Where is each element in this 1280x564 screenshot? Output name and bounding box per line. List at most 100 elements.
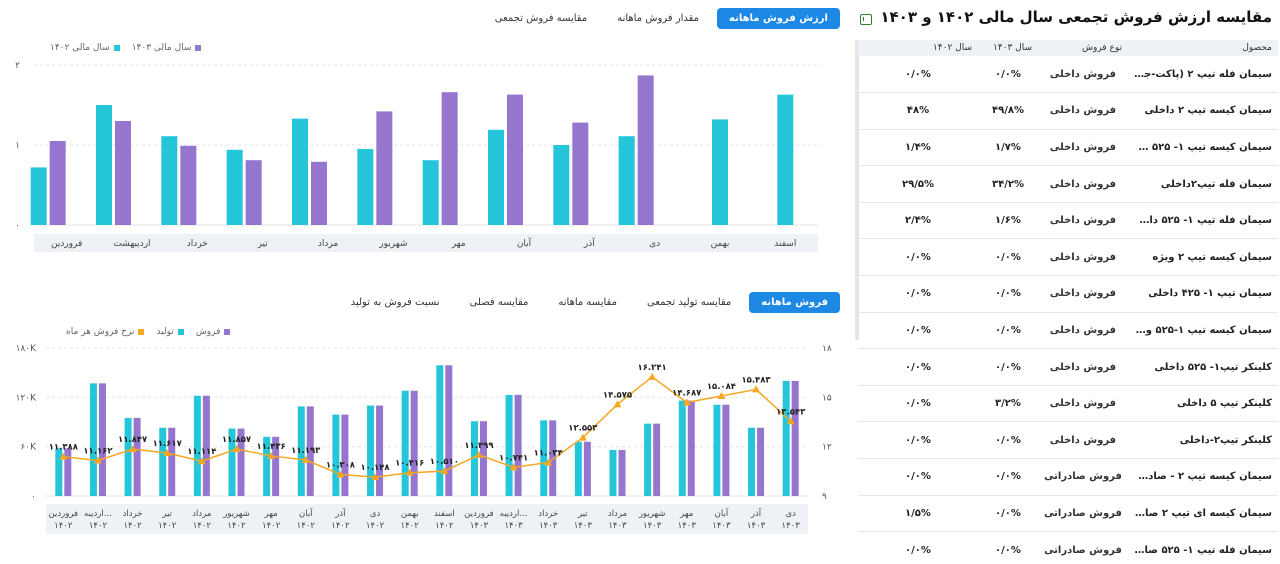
year-1402-cell: ۰/۰% bbox=[858, 458, 978, 496]
column-header[interactable]: سال ۱۴۰۳ bbox=[978, 40, 1038, 56]
top-tab-0[interactable]: ارزش فروش ماهانه bbox=[717, 8, 840, 29]
chart1-legend: سال مالی ۱۴۰۳ سال مالی ۱۴۰۲ bbox=[50, 43, 202, 53]
bar-production bbox=[124, 417, 132, 496]
bar-sales bbox=[306, 406, 314, 496]
table-row[interactable]: سیمان تیپ ۱- ۴۲۵ داخلی فروش داخلی ۰/۰% ۰/۰% bbox=[858, 275, 1278, 313]
x-tick-label: آذر bbox=[583, 237, 595, 249]
table-row[interactable]: سیمان کیسه تیپ ۲ ویژه فروش داخلی ۰/۰% ۰/۰% bbox=[858, 238, 1278, 277]
y-tick-label: ۰ bbox=[15, 221, 20, 231]
rate-data-label: ۱۶.۲۴۱ bbox=[638, 363, 667, 373]
bar-sales bbox=[445, 365, 453, 496]
table-row[interactable]: سیمان کیسه تیپ ۲ داخلی فروش داخلی ۴۹/۸% ۴۸% bbox=[858, 92, 1278, 130]
x-tick-label: اردیبهشت bbox=[113, 239, 150, 249]
x-tick-label-month: بهمن bbox=[401, 509, 419, 519]
legend-label: سال مالی ۱۴۰۲ bbox=[50, 43, 110, 53]
cumulative-comparison-panel: مقایسه ارزش فروش تجمعی سال مالی ۱۴۰۲ و ۱… bbox=[858, 0, 1280, 564]
table-row[interactable]: سیمان فله تیپ ۱- ۵۲۵ صادراتی ل...فروش صا… bbox=[858, 531, 1278, 564]
product-cell: سیمان فله تیپ۲داخلی bbox=[1128, 165, 1278, 203]
rate-marker bbox=[405, 468, 414, 476]
bottom-tabs: فروش ماهانه مقایسه تولید تجمعی مقایسه ماها… bbox=[339, 292, 840, 313]
bar-production bbox=[297, 406, 305, 496]
scrollbar[interactable] bbox=[855, 40, 859, 340]
bar-sales bbox=[757, 427, 765, 496]
table-row[interactable]: سیمان کیسه تیپ ۲ - صادراتی جا...فروش صاد… bbox=[858, 458, 1278, 496]
rate-data-label: ۱۱.۸۴۷ bbox=[118, 435, 148, 445]
rate-marker bbox=[301, 455, 310, 463]
bar-sales bbox=[687, 400, 695, 496]
rate-data-label: ۱۱.۴۳۶ bbox=[257, 442, 286, 452]
column-header[interactable]: محصول bbox=[1128, 40, 1278, 56]
column-header[interactable]: سال ۱۴۰۲ bbox=[858, 40, 978, 56]
rate-data-label: ۱۰.۳۰۸ bbox=[326, 460, 356, 470]
rate-marker bbox=[474, 450, 483, 458]
rate-data-label: ۱۱.۱۶۲ bbox=[83, 446, 113, 456]
year-1402-cell: ۰/۰% bbox=[858, 385, 978, 423]
product-cell: سیمان کیسه تیپ ۲ - صادراتی جا... bbox=[1128, 458, 1278, 496]
bar-1403 bbox=[376, 111, 393, 225]
table-row[interactable]: سیمان فله تیپ ۲ (پاکت-جامبو...فروش داخلی… bbox=[858, 56, 1278, 94]
sale-type-cell: فروش داخلی bbox=[1038, 238, 1128, 277]
top-tabs: ارزش فروش ماهانه مقدار فروش ماهانه مقایسه … bbox=[483, 8, 840, 29]
bottom-tab-0[interactable]: فروش ماهانه bbox=[749, 292, 840, 313]
table-row[interactable]: سیمان کیسه ای تیپ ۲ صادراتی ل...فروش صاد… bbox=[858, 495, 1278, 533]
product-cell: کلینکر تیپ۲-داخلی bbox=[1128, 421, 1278, 460]
rate-marker bbox=[232, 445, 241, 453]
x-tick-label: دی bbox=[649, 239, 660, 249]
x-tick-label-year: ۱۴۰۲ bbox=[401, 521, 420, 531]
year-1402-cell: ۰/۰% bbox=[858, 348, 978, 386]
bottom-tab-3[interactable]: مقایسه فصلی bbox=[469, 297, 529, 308]
year-1403-cell: ۰/۰% bbox=[978, 312, 1038, 350]
top-tab-1[interactable]: مقدار فروش ماهانه bbox=[617, 13, 700, 24]
table-row[interactable]: کلینکر تیپ۲-داخلی فروش داخلی ۰/۰% ۰/۰% bbox=[858, 421, 1278, 460]
bar-sales bbox=[64, 448, 72, 496]
y-left-tick-label: ۰ bbox=[31, 492, 36, 502]
table-row[interactable]: سیمان کیسه تیپ ۱-۵۲۵ ویژه فروش داخلی ۰/۰% ۰… bbox=[858, 312, 1278, 350]
legend-item[interactable]: نرخ فروش هر ماه bbox=[66, 327, 145, 337]
year-1402-cell: ۰/۰% bbox=[858, 531, 978, 564]
bar-production bbox=[193, 395, 201, 496]
year-1402-cell: ۱/۴% bbox=[858, 129, 978, 167]
bar-production bbox=[540, 420, 548, 496]
sale-type-cell: فروش داخلی bbox=[1038, 348, 1128, 386]
panel-title: مقایسه ارزش فروش تجمعی سال مالی ۱۴۰۲ و ۱… bbox=[880, 8, 1272, 26]
table-row[interactable]: کلینکر تیپ۱- ۵۲۵ داخلی فروش داخلی ۰/۰% ۰/۰% bbox=[858, 348, 1278, 386]
legend-item[interactable]: سال مالی ۱۴۰۳ bbox=[132, 43, 202, 53]
bar-sales bbox=[479, 421, 487, 496]
bottom-tab-2[interactable]: مقایسه ماهانه bbox=[558, 297, 617, 308]
year-1402-cell: ۲/۴% bbox=[858, 202, 978, 240]
rate-data-label: ۱۰.۴۱۶ bbox=[395, 459, 424, 469]
bottom-tab-1[interactable]: مقایسه تولید تجمعی bbox=[646, 297, 732, 308]
year-1403-cell: ۰/۰% bbox=[978, 238, 1038, 277]
y-right-tick-label: ۹ bbox=[822, 492, 827, 502]
x-tick-label-year: ۱۴۰۲ bbox=[331, 521, 350, 531]
x-tick-label-year: ۱۴۰۳ bbox=[470, 521, 489, 531]
table-row[interactable]: سیمان فله تیپ ۱- ۵۲۵ داخلی فروش داخلی ۱/۶%… bbox=[858, 202, 1278, 240]
x-tick-label: تیر bbox=[257, 239, 269, 249]
product-cell: سیمان کیسه ای تیپ ۲ صادراتی ل... bbox=[1128, 495, 1278, 533]
top-tab-2[interactable]: مقایسه فروش تجمعی bbox=[494, 13, 588, 24]
x-tick-label-year: ۱۴۰۲ bbox=[123, 521, 142, 531]
bar-1402 bbox=[226, 149, 243, 225]
table-row[interactable]: سیمان فله تیپ۲داخلی فروش داخلی ۳۴/۲% ۲۹/۵% bbox=[858, 165, 1278, 203]
bar-sales bbox=[549, 420, 557, 496]
column-header[interactable]: نوع فروش bbox=[1038, 40, 1128, 56]
rate-data-label: ۱۰.۱۴۸ bbox=[360, 463, 390, 473]
x-tick-label-month: مرداد bbox=[608, 509, 627, 519]
excel-export-icon[interactable] bbox=[860, 14, 872, 25]
legend-item[interactable]: تولید bbox=[156, 327, 184, 337]
sale-type-cell: فروش داخلی bbox=[1038, 92, 1128, 130]
rate-data-label: ۱۳.۵۴۳ bbox=[776, 407, 806, 417]
bar-sales bbox=[168, 427, 176, 496]
product-cell: سیمان کیسه تیپ ۲ ویژه bbox=[1128, 238, 1278, 277]
year-1402-cell: ۰/۰% bbox=[858, 238, 978, 277]
rate-marker bbox=[509, 463, 518, 471]
bar-1402 bbox=[422, 160, 439, 225]
bar-production bbox=[367, 405, 375, 496]
bottom-tab-4[interactable]: نسبت فروش به تولید bbox=[350, 297, 440, 308]
rate-marker bbox=[648, 372, 657, 380]
legend-item[interactable]: سال مالی ۱۴۰۲ bbox=[50, 43, 120, 53]
table-row[interactable]: کلینکر تیپ ۵ داخلی فروش داخلی ۳/۲% ۰/۰% bbox=[858, 385, 1278, 423]
legend-item[interactable]: فروش bbox=[196, 327, 231, 337]
x-tick-label-month: اردیبه... bbox=[84, 509, 112, 519]
